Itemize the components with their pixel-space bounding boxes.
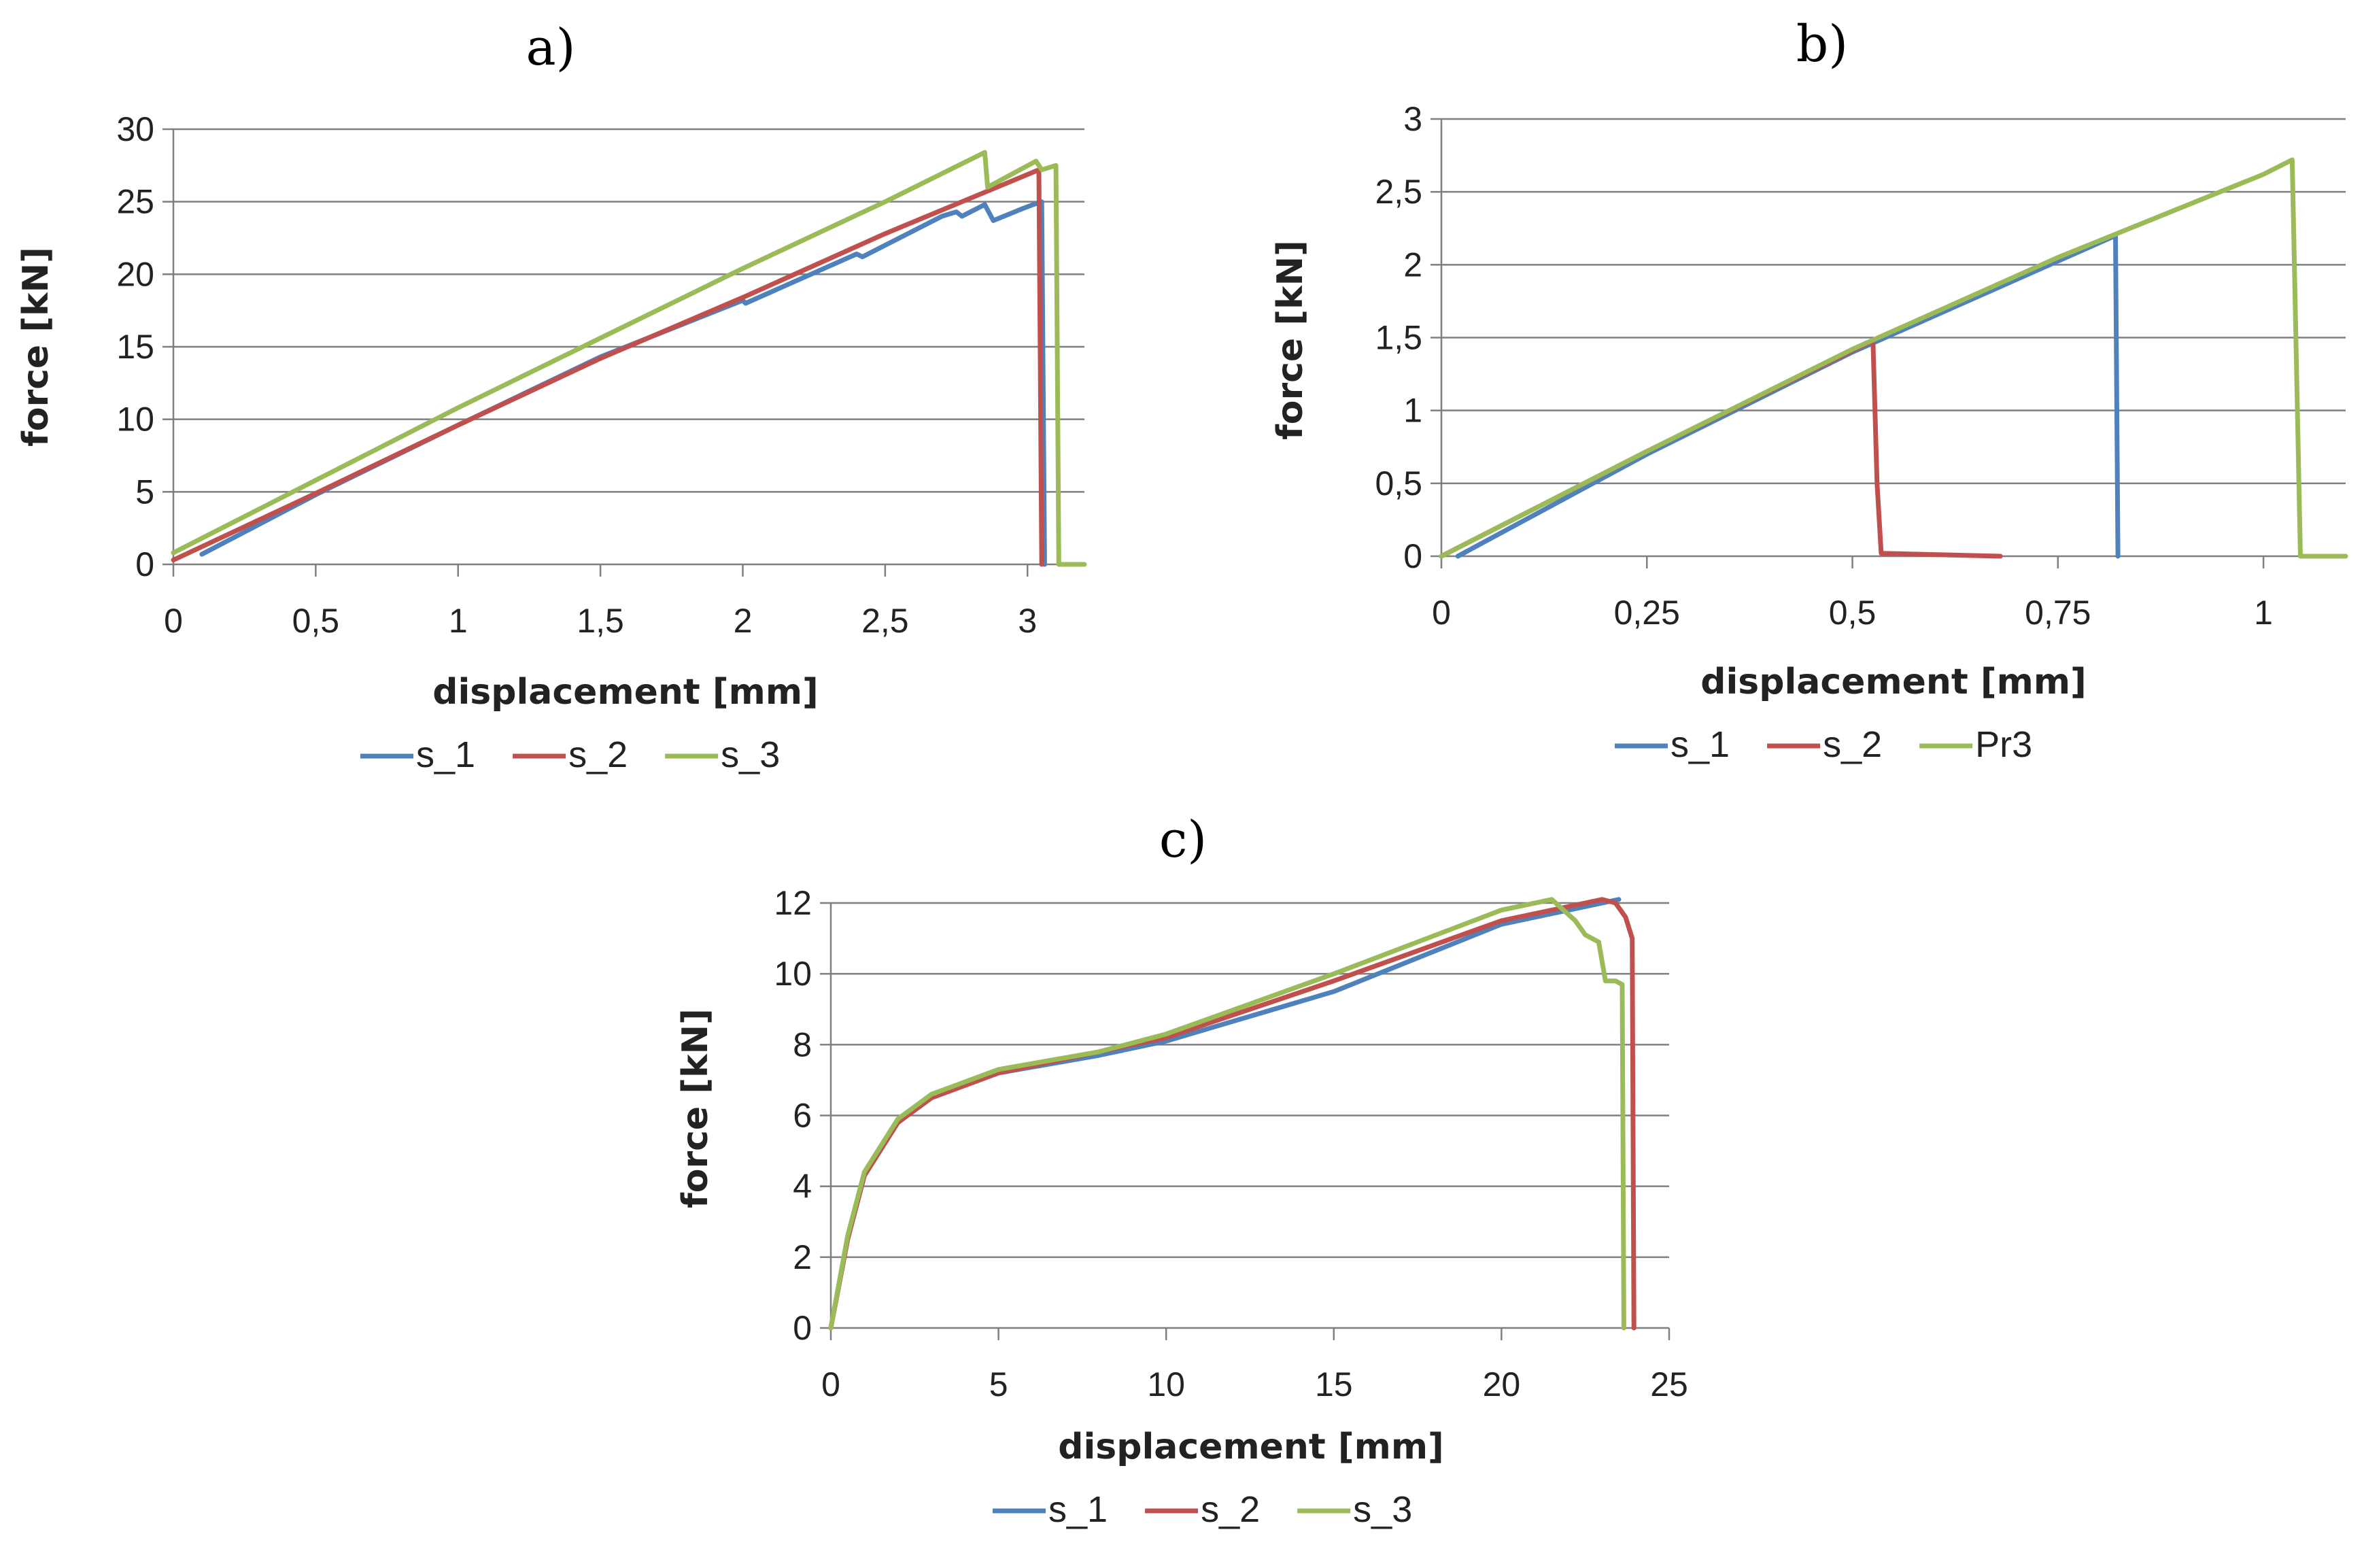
y-tick-label: 8 bbox=[793, 1025, 812, 1063]
y-tick-label: 2 bbox=[793, 1238, 812, 1276]
legend-label-a-s_3: s_3 bbox=[721, 734, 780, 775]
x-tick-label: 1,5 bbox=[577, 602, 624, 640]
legend-label-c-s_3: s_3 bbox=[1353, 1489, 1412, 1530]
y-tick-label: 10 bbox=[774, 955, 812, 993]
series-line-b-Pr3 bbox=[1439, 157, 2348, 559]
x-tick-label: 25 bbox=[1650, 1365, 1688, 1403]
x-tick-label: 0,25 bbox=[1614, 594, 1680, 632]
x-tick-label: 0,75 bbox=[2025, 594, 2091, 632]
x-tick-label: 2 bbox=[734, 602, 753, 640]
y-axis-title-b: force [kN] bbox=[1270, 240, 1311, 440]
x-tick-label: 0 bbox=[164, 602, 183, 640]
chart-a: a) 0 5 10 15 20 25 30 0 0,5 1 1,5 2 2,5 3 displacement … bbox=[16, 18, 1087, 775]
x-tick-label: 10 bbox=[1147, 1365, 1185, 1403]
series-line-b-s_1 bbox=[1455, 233, 2121, 559]
x-tick-label: 0 bbox=[1432, 594, 1451, 632]
panel-label-c: c) bbox=[1159, 811, 1207, 869]
y-tick-label: 1 bbox=[1403, 392, 1422, 430]
y-tick-label: 2,5 bbox=[1375, 173, 1422, 211]
y-tick-label: 0 bbox=[1403, 537, 1422, 575]
y-tick-label: 0 bbox=[793, 1309, 812, 1347]
series-line-c-s_2 bbox=[828, 897, 1637, 1331]
y-tick-label: 15 bbox=[116, 328, 154, 366]
legend-label-b-Pr3: Pr3 bbox=[1975, 724, 2032, 765]
y-tick-label: 1,5 bbox=[1375, 319, 1422, 357]
x-tick-label: 20 bbox=[1483, 1365, 1521, 1403]
x-tick-label: 2,5 bbox=[861, 602, 909, 640]
y-tick-label: 0 bbox=[135, 545, 154, 583]
y-tick-label: 5 bbox=[135, 473, 154, 511]
y-tick-label: 10 bbox=[116, 400, 154, 439]
y-tick-label: 2 bbox=[1403, 245, 1422, 284]
legend-label-c-s_1: s_1 bbox=[1048, 1489, 1108, 1530]
x-tick-label: 1 bbox=[449, 602, 468, 640]
legend-label-b-s_1: s_1 bbox=[1671, 724, 1730, 765]
series-line-c-s_3 bbox=[828, 897, 1626, 1331]
legend-label-a-s_1: s_1 bbox=[416, 734, 475, 775]
y-tick-label: 25 bbox=[116, 183, 154, 221]
panel-label-b: b) bbox=[1796, 15, 1848, 73]
x-tick-label: 1 bbox=[2254, 594, 2273, 632]
x-tick-label: 5 bbox=[989, 1365, 1008, 1403]
y-tick-label: 12 bbox=[774, 884, 812, 922]
series-line-a-s_2 bbox=[171, 167, 1044, 567]
y-tick-label: 4 bbox=[793, 1168, 812, 1206]
legend-label-b-s_2: s_2 bbox=[1823, 724, 1882, 765]
x-tick-label: 0,5 bbox=[292, 602, 340, 640]
y-tick-label: 6 bbox=[793, 1097, 812, 1135]
x-axis-title-a: displacement [mm] bbox=[432, 672, 819, 713]
y-tick-label: 3 bbox=[1403, 100, 1422, 138]
x-tick-label: 3 bbox=[1018, 602, 1037, 640]
y-tick-label: 30 bbox=[116, 110, 154, 148]
series-line-a-s_1 bbox=[199, 199, 1047, 567]
legend-label-c-s_2: s_2 bbox=[1201, 1489, 1260, 1530]
x-tick-label: 15 bbox=[1315, 1365, 1353, 1403]
x-tick-label: 0,5 bbox=[1829, 594, 1877, 632]
y-tick-label: 0,5 bbox=[1375, 464, 1422, 502]
panel-label-a: a) bbox=[526, 18, 576, 77]
x-axis-title-c: displacement [mm] bbox=[1058, 1427, 1444, 1467]
legend-label-a-s_2: s_2 bbox=[568, 734, 628, 775]
chart-b: b) 0 0,5 1 1,5 2 2,5 3 0 0,25 0,5 0,75 1 displacement… bbox=[1270, 15, 2348, 765]
series-line-a-s_3 bbox=[171, 150, 1087, 567]
x-tick-label: 0 bbox=[821, 1365, 840, 1403]
series-line-c-s_1 bbox=[828, 897, 1622, 1331]
chart-c: c) 0 2 4 6 8 10 12 0 5 10 15 20 25 displacement [mm] fo… bbox=[675, 811, 1688, 1530]
series-line-b-s_2 bbox=[1439, 338, 2003, 559]
y-axis-title-a: force [kN] bbox=[16, 247, 56, 447]
y-axis-title-c: force [kN] bbox=[675, 1008, 716, 1208]
x-axis-title-b: displacement [mm] bbox=[1700, 662, 2087, 702]
y-tick-label: 20 bbox=[116, 255, 154, 293]
